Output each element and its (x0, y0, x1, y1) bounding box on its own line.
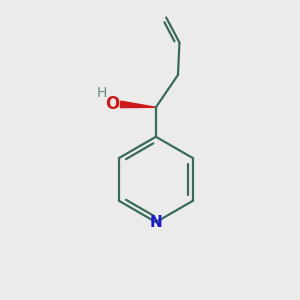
Text: N: N (149, 215, 162, 230)
Polygon shape (120, 101, 156, 108)
Text: H: H (97, 86, 107, 100)
Text: O: O (105, 95, 119, 113)
